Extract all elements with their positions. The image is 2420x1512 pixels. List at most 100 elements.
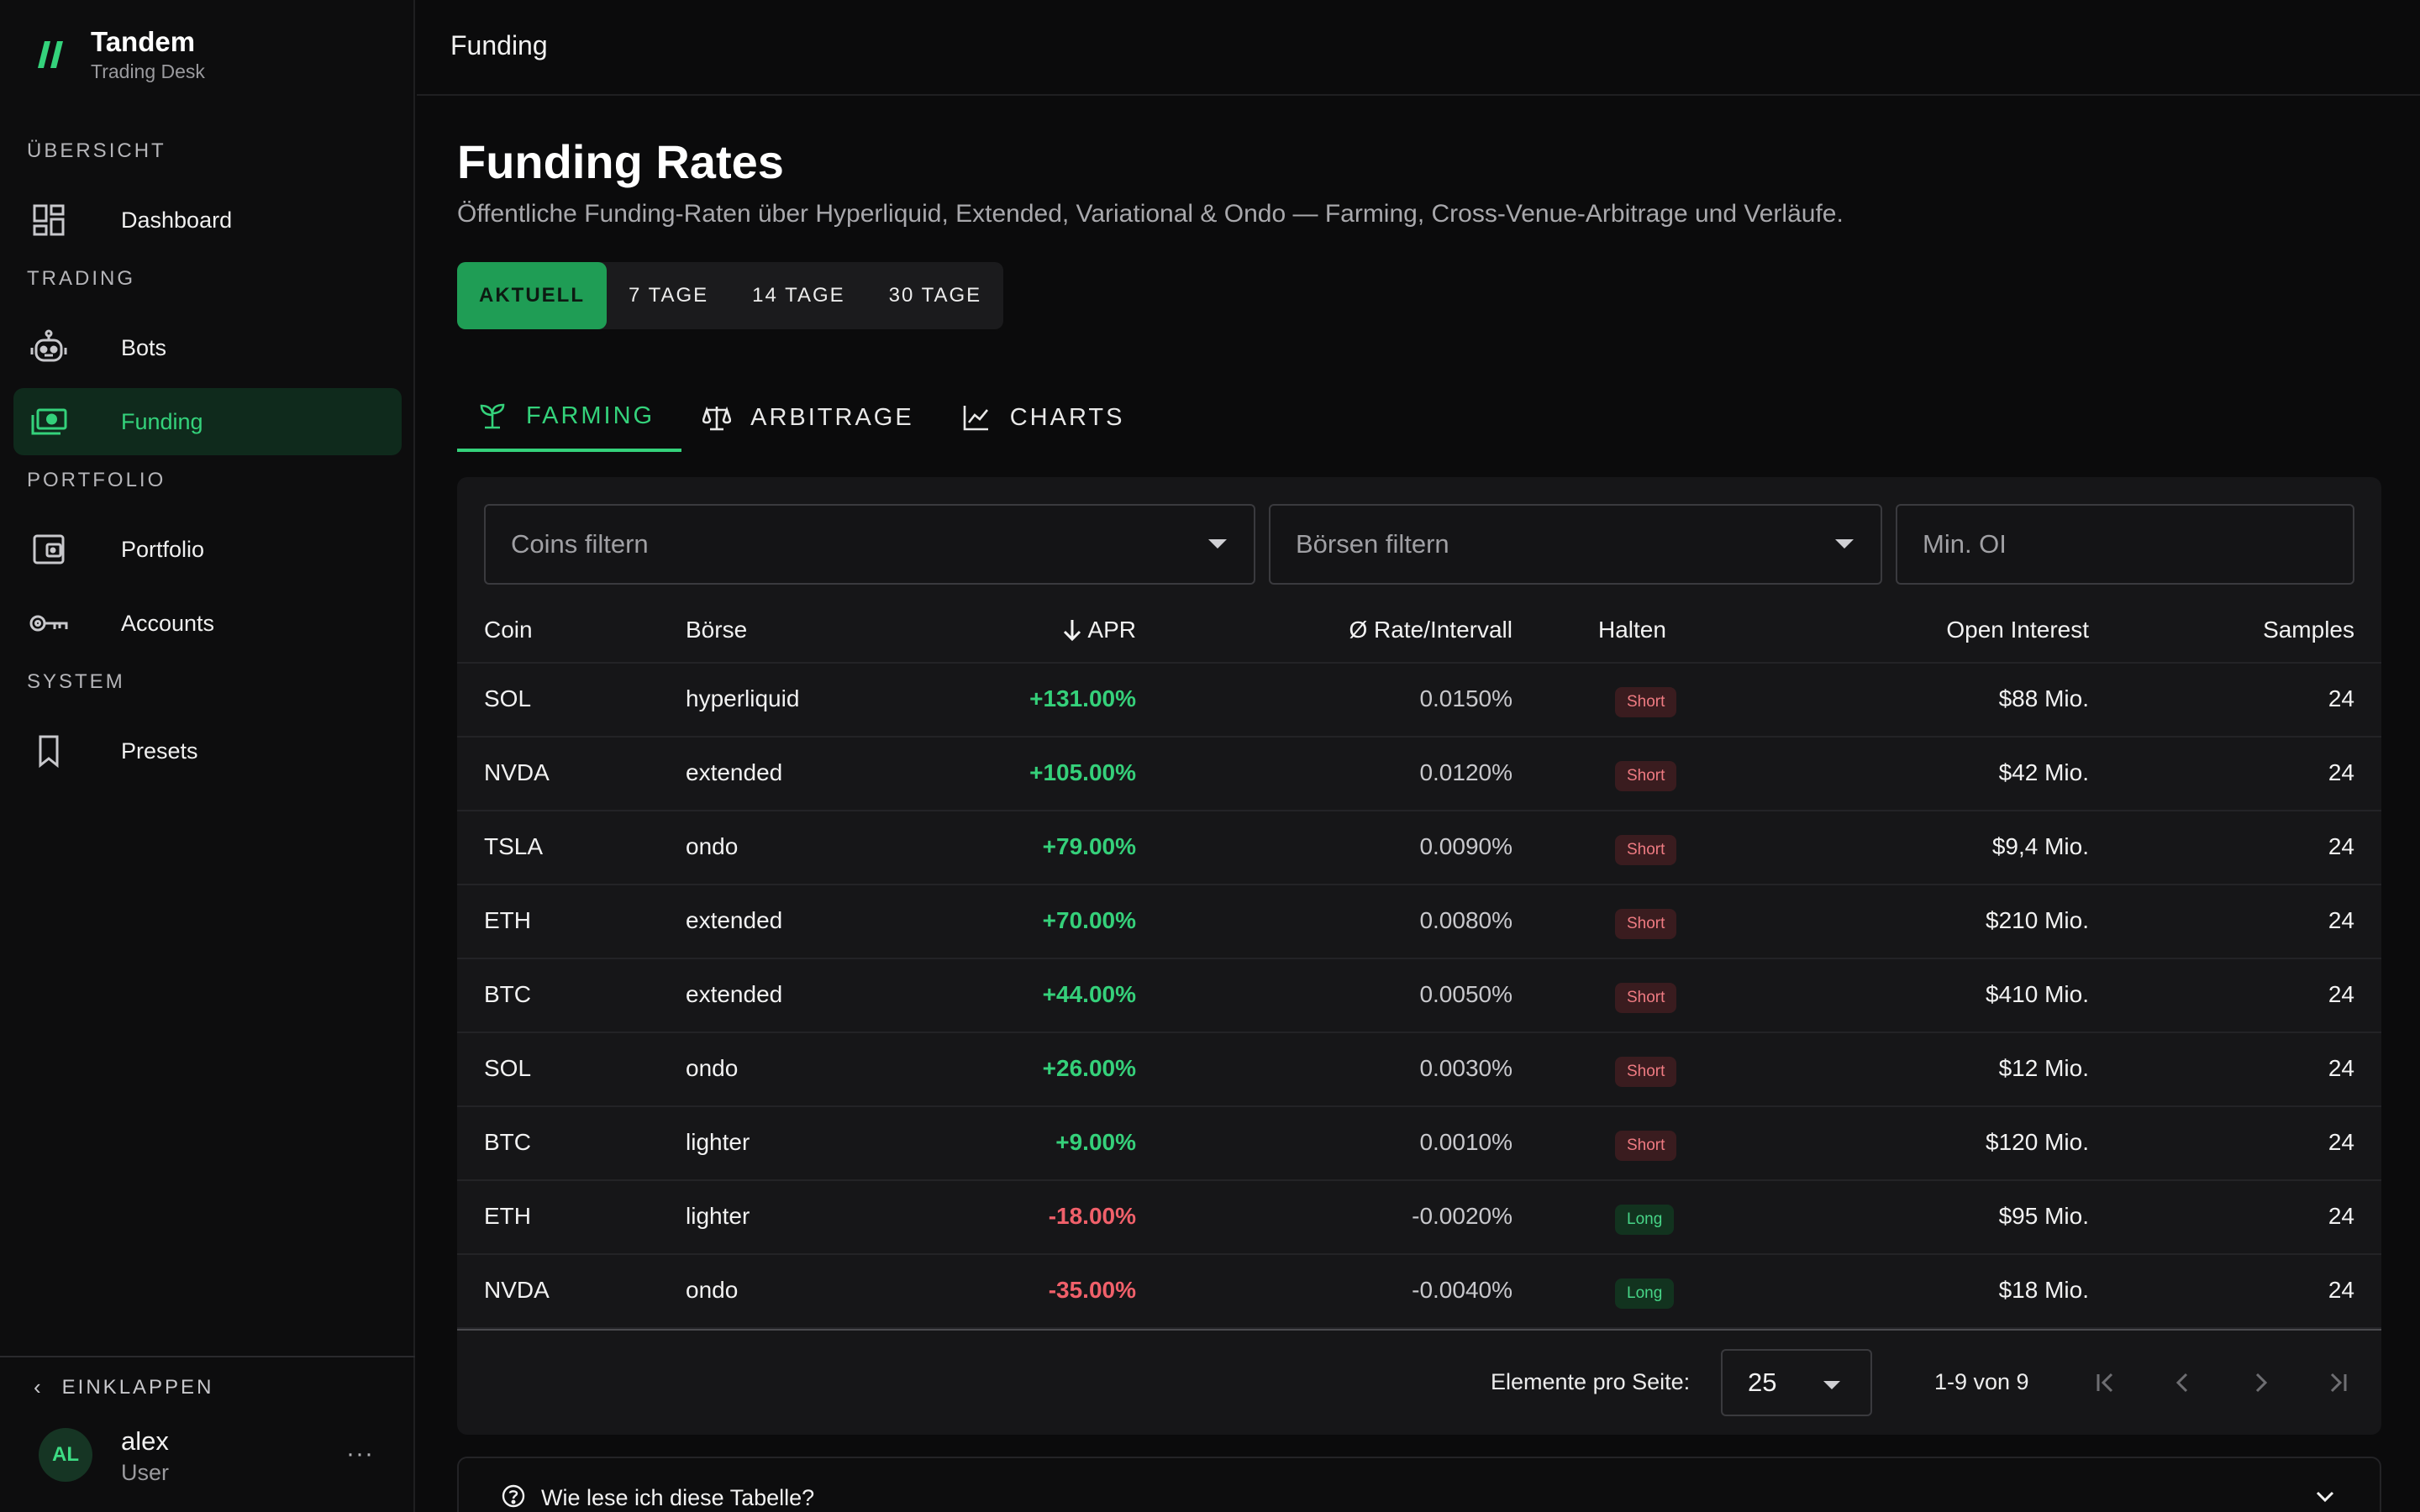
- cell-open-interest: $9,4 Mio.: [1991, 833, 2089, 859]
- sidebar-item-presets[interactable]: Presets: [13, 717, 402, 785]
- cell-open-interest: $210 Mio.: [1986, 907, 2089, 933]
- sidebar-item-label: Portfolio: [121, 536, 205, 562]
- hold-badge: Short: [1615, 909, 1677, 939]
- breadcrumb: Funding: [450, 30, 548, 60]
- cell-samples: 24: [2328, 1277, 2354, 1303]
- cell-rate: 0.0030%: [1419, 1055, 1512, 1081]
- next-page-button[interactable]: [2242, 1364, 2279, 1401]
- avatar[interactable]: AL: [39, 1428, 92, 1482]
- table-row[interactable]: BTC extended +44.00% 0.0050% Short $410 Mio. 2…: [457, 959, 2381, 1033]
- table-row[interactable]: TSLA ondo +79.00% 0.0090% Short $9,4 Mio. 24: [457, 811, 2381, 885]
- column-header-apr-label: APR: [1087, 617, 1136, 643]
- line-chart-icon: [961, 402, 992, 433]
- caret-down-icon: [1208, 539, 1227, 549]
- brand[interactable]: Tandem Trading Desk: [34, 25, 205, 84]
- table-row[interactable]: SOL ondo +26.00% 0.0030% Short $12 Mio. 24: [457, 1033, 2381, 1107]
- user-name: alex: [121, 1426, 169, 1456]
- tab-farming[interactable]: FARMING: [457, 383, 682, 452]
- table-header: Coin Börse APR Ø Rate/Intervall Halten O…: [457, 598, 2381, 664]
- sidebar-item-bots[interactable]: Bots: [13, 314, 402, 381]
- cell-coin: BTC: [484, 1129, 531, 1155]
- coins-filter-placeholder: Coins filtern: [511, 529, 649, 559]
- tab-label: CHARTS: [1009, 403, 1125, 431]
- section-label-overview: ÜBERSICHT: [27, 139, 166, 162]
- cell-apr: +105.00%: [1029, 759, 1136, 785]
- tab-bar: FARMING ARBITRAGE CHARTS: [457, 383, 1151, 452]
- table-row[interactable]: BTC lighter +9.00% 0.0010% Short $120 Mio. 24: [457, 1107, 2381, 1181]
- wallet-icon: [29, 529, 69, 570]
- column-header-samples[interactable]: Samples: [2263, 617, 2354, 643]
- cell-rate: -0.0040%: [1412, 1277, 1512, 1303]
- sidebar-item-funding[interactable]: Funding: [13, 388, 402, 455]
- bookmark-icon: [29, 731, 69, 771]
- coins-filter-select[interactable]: Coins filtern: [484, 504, 1255, 585]
- sidebar-item-accounts[interactable]: Accounts: [13, 590, 402, 657]
- more-options-icon[interactable]: ···: [346, 1440, 374, 1467]
- money-icon: [29, 402, 69, 442]
- first-page-button[interactable]: [2087, 1364, 2124, 1401]
- cell-samples: 24: [2328, 907, 2354, 933]
- cell-rate: 0.0080%: [1419, 907, 1512, 933]
- min-oi-input[interactable]: Min. OI: [1896, 504, 2354, 585]
- exchanges-filter-placeholder: Börsen filtern: [1296, 529, 1449, 559]
- tandem-logo-icon: [34, 34, 67, 75]
- cell-apr: +70.00%: [1042, 907, 1136, 933]
- per-page-select[interactable]: 25: [1721, 1349, 1872, 1416]
- cell-rate: 0.0050%: [1419, 981, 1512, 1007]
- cell-exchange: hyperliquid: [686, 685, 800, 711]
- per-page-value: 25: [1748, 1368, 1777, 1397]
- cell-coin: ETH: [484, 907, 531, 933]
- period-14-days-button[interactable]: 14 TAGE: [752, 284, 845, 307]
- caret-down-icon: [1835, 539, 1854, 549]
- column-header-apr[interactable]: APR: [1062, 617, 1136, 643]
- sidebar-item-portfolio[interactable]: Portfolio: [13, 516, 402, 583]
- hold-badge: Short: [1615, 835, 1677, 865]
- table-row[interactable]: ETH extended +70.00% 0.0080% Short $210 Mio. 2…: [457, 885, 2381, 959]
- tab-charts[interactable]: CHARTS: [941, 383, 1152, 452]
- last-page-button[interactable]: [2319, 1364, 2356, 1401]
- sidebar-item-dashboard[interactable]: Dashboard: [13, 186, 402, 254]
- per-page-label: Elemente pro Seite:: [1491, 1369, 1691, 1394]
- cell-samples: 24: [2328, 1203, 2354, 1229]
- column-header-coin[interactable]: Coin: [484, 617, 533, 643]
- first-page-icon: [2096, 1373, 2113, 1393]
- cell-exchange: lighter: [686, 1129, 750, 1155]
- min-oi-placeholder: Min. OI: [1923, 529, 2007, 559]
- help-circle-icon: [502, 1484, 525, 1508]
- tab-arbitrage[interactable]: ARBITRAGE: [681, 383, 941, 452]
- period-toggle-group: AKTUELL 7 TAGE 14 TAGE 30 TAGE: [457, 262, 1004, 329]
- cell-exchange: extended: [686, 907, 783, 933]
- table-help-accordion[interactable]: Wie lese ich diese Tabelle?: [457, 1457, 2381, 1512]
- page-range: 1-9 von 9: [1934, 1369, 2029, 1394]
- cell-coin: NVDA: [484, 1277, 550, 1303]
- hold-badge: Long: [1615, 1278, 1675, 1309]
- caret-down-icon: [1823, 1381, 1840, 1389]
- period-current-button[interactable]: AKTUELL: [457, 262, 607, 329]
- pagination: Elemente pro Seite: 25 1-9 von 9: [457, 1331, 2381, 1435]
- cell-samples: 24: [2328, 981, 2354, 1007]
- table-row[interactable]: ETH lighter -18.00% -0.0020% Long $95 Mio. 24: [457, 1181, 2381, 1255]
- cell-exchange: extended: [686, 981, 783, 1007]
- period-30-days-button[interactable]: 30 TAGE: [888, 284, 982, 307]
- hold-badge: Short: [1615, 1057, 1677, 1087]
- collapse-button[interactable]: ‹ EINKLAPPEN: [34, 1374, 213, 1400]
- previous-page-button[interactable]: [2165, 1364, 2202, 1401]
- table-row[interactable]: SOL hyperliquid +131.00% 0.0150% Short $88 Mi…: [457, 664, 2381, 738]
- section-label-system: SYSTEM: [27, 670, 125, 693]
- column-header-rate[interactable]: Ø Rate/Intervall: [1349, 617, 1512, 643]
- column-header-exchange[interactable]: Börse: [686, 617, 748, 643]
- exchanges-filter-select[interactable]: Börsen filtern: [1269, 504, 1882, 585]
- table-row[interactable]: NVDA extended +105.00% 0.0120% Short $42 Mio.…: [457, 738, 2381, 811]
- table-row[interactable]: NVDA ondo -35.00% -0.0040% Long $18 Mio. 24: [457, 1255, 2381, 1329]
- sidebar-item-label: Presets: [121, 738, 198, 764]
- column-header-open-interest[interactable]: Open Interest: [1946, 617, 2089, 643]
- period-7-days-button[interactable]: 7 TAGE: [628, 284, 709, 307]
- table-divider: [457, 1329, 2381, 1331]
- column-header-hold[interactable]: Halten: [1598, 617, 1666, 643]
- cell-samples: 24: [2328, 685, 2354, 711]
- section-label-trading: TRADING: [27, 267, 135, 290]
- sprout-icon: [477, 401, 508, 431]
- cell-apr: -18.00%: [1048, 1203, 1136, 1229]
- cell-rate: 0.0150%: [1419, 685, 1512, 711]
- cell-samples: 24: [2328, 833, 2354, 859]
